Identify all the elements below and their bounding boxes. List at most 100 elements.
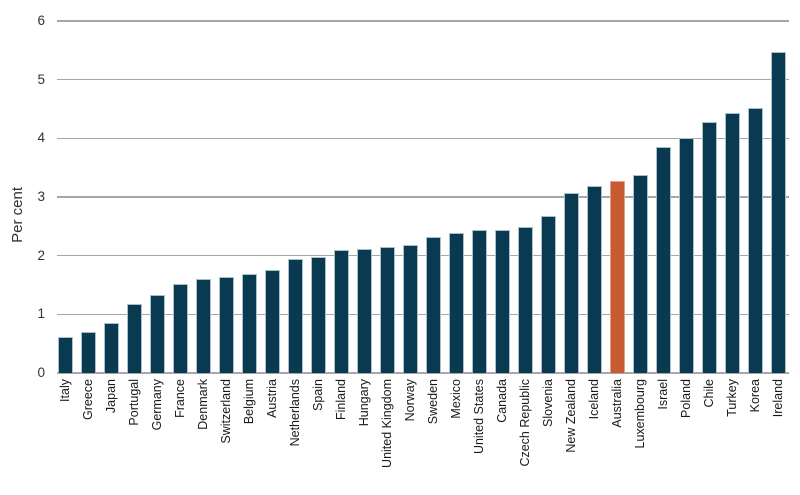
x-tick-label-text: Turkey bbox=[725, 379, 739, 417]
x-tick-label-israel: Israel bbox=[654, 379, 673, 410]
x-tick-label-text: Poland bbox=[679, 379, 693, 418]
x-tick-label-czech-republic: Czech Republic bbox=[516, 379, 535, 467]
x-tick-label-text: Spain bbox=[311, 379, 325, 411]
bar-luxembourg bbox=[632, 174, 648, 373]
x-tick-label-text: United States bbox=[472, 379, 486, 455]
bar-united-states bbox=[471, 229, 487, 373]
bar-mexico bbox=[448, 233, 464, 373]
x-tick-label-korea: Korea bbox=[746, 379, 765, 412]
x-tick-label-text: Belgium bbox=[242, 379, 256, 425]
x-tick-label-spain: Spain bbox=[309, 379, 328, 411]
bar-japan bbox=[103, 322, 119, 373]
gridline-2 bbox=[57, 254, 789, 257]
bar-netherlands bbox=[287, 259, 303, 373]
x-tick-label-poland: Poland bbox=[677, 379, 696, 418]
x-tick-label-text: United Kingdom bbox=[380, 379, 394, 468]
x-tick-label-text: Germany bbox=[150, 379, 164, 431]
x-tick-label-slovenia: Slovenia bbox=[539, 379, 558, 427]
bar-finland bbox=[333, 249, 349, 373]
bar-portugal bbox=[126, 304, 142, 373]
x-tick-label-turkey: Turkey bbox=[723, 379, 742, 417]
x-tick-label-text: Denmark bbox=[196, 379, 210, 430]
x-tick-label-finland: Finland bbox=[332, 379, 351, 420]
y-tick-label-2: 2 bbox=[37, 247, 45, 263]
bar-canada bbox=[494, 229, 510, 373]
bar-germany bbox=[149, 294, 165, 373]
x-tick-label-text: Mexico bbox=[449, 379, 463, 419]
bar-belgium bbox=[241, 274, 257, 373]
x-tick-label-text: Ireland bbox=[771, 379, 785, 418]
x-tick-label-text: Japan bbox=[104, 379, 118, 414]
gridline-3 bbox=[57, 196, 789, 198]
bar-slovenia bbox=[540, 215, 556, 373]
x-tick-label-switzerland: Switzerland bbox=[217, 379, 236, 444]
x-tick-label-iceland: Iceland bbox=[585, 379, 604, 419]
x-tick-label-new-zealand: New Zealand bbox=[562, 379, 581, 453]
x-tick-label-text: France bbox=[173, 379, 187, 418]
x-tick-label-text: Norway bbox=[403, 379, 417, 422]
bar-israel bbox=[655, 146, 671, 373]
y-tick-label-0: 0 bbox=[37, 365, 45, 380]
x-tick-label-text: Finland bbox=[334, 379, 348, 420]
x-tick-label-text: Australia bbox=[610, 379, 624, 428]
gridline-1 bbox=[57, 313, 789, 316]
bar-france bbox=[172, 284, 188, 373]
bar-austria bbox=[264, 269, 280, 373]
y-tick-label-5: 5 bbox=[37, 71, 45, 87]
bar-iceland bbox=[586, 185, 602, 373]
bar-turkey bbox=[724, 113, 740, 373]
x-tick-label-netherlands: Netherlands bbox=[286, 379, 305, 446]
bar-switzerland bbox=[218, 276, 234, 373]
x-tick-label-france: France bbox=[171, 379, 190, 418]
x-tick-label-text: Sweden bbox=[426, 379, 440, 425]
y-tick-label-3: 3 bbox=[37, 189, 45, 204]
x-tick-label-text: Netherlands bbox=[288, 379, 302, 447]
x-tick-label-belgium: Belgium bbox=[240, 379, 259, 424]
bar-new-zealand bbox=[563, 192, 579, 373]
x-tick-label-hungary: Hungary bbox=[355, 379, 374, 426]
x-tick-label-greece: Greece bbox=[79, 379, 98, 420]
bar-australia bbox=[609, 181, 625, 373]
bar-chile bbox=[701, 121, 717, 373]
y-tick-label-1: 1 bbox=[37, 306, 45, 322]
bar-ireland bbox=[770, 52, 786, 373]
x-tick-label-austria: Austria bbox=[263, 379, 282, 418]
x-tick-label-mexico: Mexico bbox=[447, 379, 466, 419]
x-tick-label-norway: Norway bbox=[401, 379, 420, 421]
x-tick-label-text: Portugal bbox=[127, 379, 141, 426]
bar-united-kingdom bbox=[379, 247, 395, 373]
x-tick-label-luxembourg: Luxembourg bbox=[631, 379, 650, 449]
x-tick-label-text: Czech Republic bbox=[518, 379, 532, 467]
x-tick-label-text: Greece bbox=[81, 379, 95, 420]
y-tick-label-6: 6 bbox=[37, 13, 45, 28]
bar-spain bbox=[310, 256, 326, 373]
x-tick-label-text: Korea bbox=[748, 379, 762, 413]
bar-korea bbox=[747, 108, 763, 373]
x-tick-label-text: Slovenia bbox=[541, 379, 555, 427]
y-tick-label-4: 4 bbox=[37, 130, 45, 146]
x-tick-label-united-kingdom: United Kingdom bbox=[378, 379, 397, 468]
gridline-6 bbox=[57, 20, 789, 22]
x-tick-label-united-states: United States bbox=[470, 379, 489, 454]
bar-hungary bbox=[356, 249, 372, 373]
x-tick-label-portugal: Portugal bbox=[125, 379, 144, 426]
bar-sweden bbox=[425, 237, 441, 373]
x-tick-label-italy: Italy bbox=[56, 379, 75, 402]
x-tick-label-text: Hungary bbox=[357, 379, 371, 427]
bar-italy bbox=[57, 336, 73, 373]
x-tick-label-text: Switzerland bbox=[219, 379, 233, 444]
gridline-4 bbox=[57, 137, 789, 140]
bar-czech-republic bbox=[517, 226, 533, 373]
x-tick-label-germany: Germany bbox=[148, 379, 167, 430]
x-tick-label-chile: Chile bbox=[700, 379, 719, 408]
x-tick-label-text: Israel bbox=[656, 379, 670, 410]
gridline-5 bbox=[57, 78, 789, 81]
bar-norway bbox=[402, 244, 418, 373]
x-tick-label-canada: Canada bbox=[493, 379, 512, 423]
x-tick-label-text: Luxembourg bbox=[633, 379, 647, 449]
x-tick-label-australia: Australia bbox=[608, 379, 627, 428]
bar-greece bbox=[80, 331, 96, 373]
gridline-0 bbox=[57, 372, 789, 374]
x-tick-label-japan: Japan bbox=[102, 379, 121, 413]
